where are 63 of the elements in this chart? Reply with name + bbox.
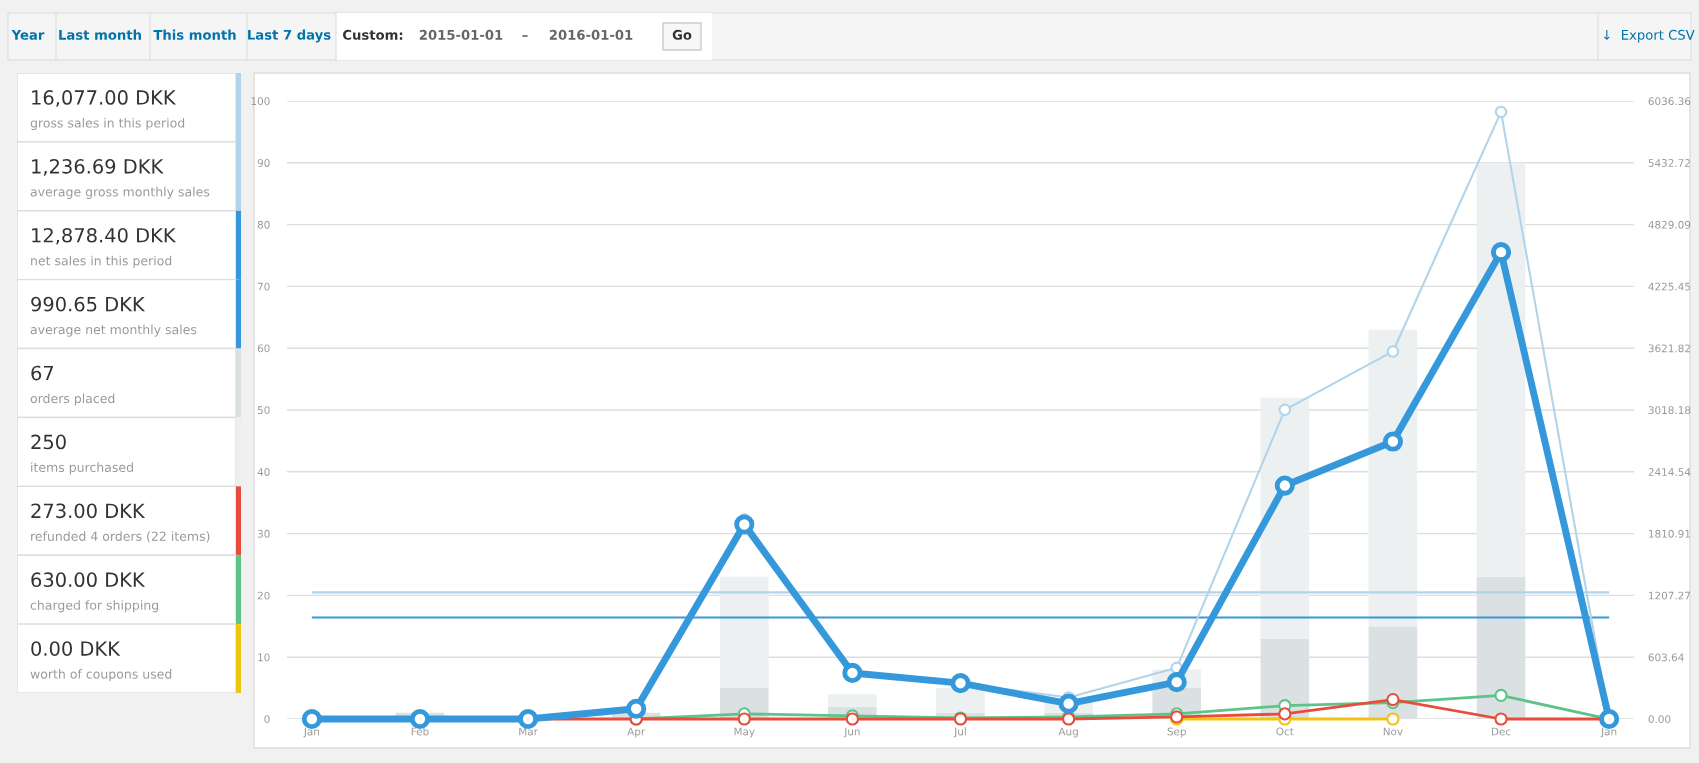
x-tick-label: May: [734, 727, 755, 738]
y-tick-label: 50: [257, 406, 270, 415]
y-tick-label: 80: [257, 220, 270, 229]
text: Year: [11, 30, 45, 40]
text: 273.00 DKK: [31, 503, 146, 519]
text: Go: [672, 29, 692, 40]
x-tick-label: Jan: [1600, 727, 1617, 738]
x-tick-label: Jun: [843, 727, 860, 738]
x-tick-label: Aug: [1058, 727, 1078, 738]
y2-tick-label: 1810.91: [1649, 529, 1690, 538]
x-tick-label: Nov: [1383, 727, 1403, 736]
text: 16,077.00 DKK: [32, 90, 177, 107]
x-tick-label: Mar: [519, 727, 538, 736]
text: –: [522, 35, 528, 37]
text: 250: [31, 434, 66, 450]
text: 67: [31, 365, 54, 381]
text: net sales in this period: [31, 255, 172, 268]
x-tick-label: Dec: [1491, 727, 1511, 736]
text: 1,236.69 DKK: [32, 159, 164, 176]
text: charged for shipping: [30, 600, 159, 613]
text: 990.65 DKK: [31, 296, 146, 312]
y2-tick-label: 603.64: [1648, 653, 1684, 662]
text: 0.00 DKK: [31, 641, 121, 656]
text: Last 7 days: [248, 29, 331, 43]
y-tick-label: 30: [257, 529, 270, 538]
y2-tick-label: 4829.09: [1648, 220, 1691, 229]
x-tick-label: Feb: [411, 727, 429, 736]
y-tick-label: 70: [257, 282, 270, 291]
text: gross sales in this period: [30, 117, 185, 131]
text: Custom:: [342, 29, 403, 40]
x-tick-label: Apr: [627, 727, 646, 738]
text: average net monthly sales: [30, 324, 197, 337]
y-tick-label: 60: [257, 344, 270, 353]
y2-tick-label: 1207.27: [1649, 591, 1691, 600]
y2-tick-label: 5432.72: [1648, 159, 1690, 167]
text: 12,878.40 DKK: [32, 227, 177, 245]
text: This month: [153, 29, 236, 40]
y2-tick-label: 3018.18: [1648, 406, 1691, 415]
text: orders placed: [30, 393, 115, 406]
text: 2015-01-01: [419, 29, 503, 40]
text: ↓ Export CSV: [1603, 29, 1695, 43]
text: worth of coupons used: [30, 669, 172, 682]
y2-tick-label: 6036.36: [1648, 97, 1691, 106]
y-tick-label: 100: [251, 97, 270, 106]
text: refunded 4 orders (22 items): [31, 531, 210, 543]
text: Last month: [59, 29, 141, 40]
x-tick-label: Sep: [1167, 727, 1186, 738]
y2-tick-label: 4225.45: [1648, 282, 1691, 291]
x-tick-label: Oct: [1276, 727, 1294, 736]
y2-tick-label: 3621.82: [1648, 344, 1690, 353]
x-tick-label: Jan: [303, 727, 320, 738]
y-tick-label: 90: [257, 159, 270, 167]
y-tick-label: 20: [257, 591, 270, 600]
y-tick-label: 10: [258, 653, 270, 662]
y2-tick-label: 2414.54: [1648, 468, 1691, 476]
text: items purchased: [31, 462, 133, 475]
text: average gross monthly sales: [30, 186, 210, 199]
y-tick-label: 0: [264, 715, 270, 724]
text: 2016-01-01: [549, 29, 633, 40]
y-tick-label: 40: [257, 468, 270, 476]
y2-tick-label: 0.00: [1648, 715, 1671, 724]
x-tick-label: Jul: [953, 727, 966, 738]
text: 630.00 DKK: [31, 572, 146, 588]
